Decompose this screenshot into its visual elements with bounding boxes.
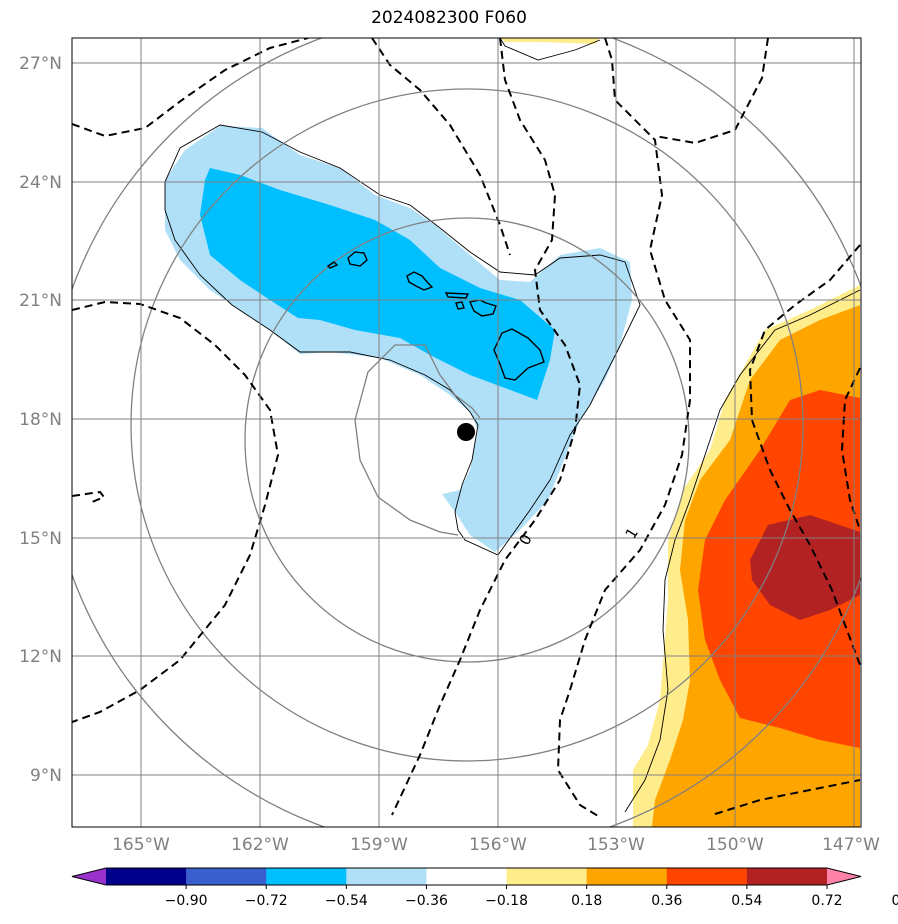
negative-anomaly-medium-fill (200, 168, 555, 400)
colorbar-tick-label: −0.72 (245, 893, 288, 909)
dashed-contour-northwest (72, 38, 309, 138)
lon-label: 165°W (112, 835, 170, 855)
island-oahu (406, 271, 434, 291)
island-niihau (326, 261, 339, 269)
colorbar-segment (426, 868, 508, 885)
positive-anomaly-dark-red-fill (750, 515, 860, 620)
lon-label: 159°W (350, 835, 408, 855)
colorbar-tick-label: 0.54 (731, 893, 762, 909)
colorbar-tick-label: 0.36 (651, 893, 682, 909)
pressure-contour-2 (244, 217, 690, 663)
colorbar-tick-label: −0.54 (325, 893, 368, 909)
colorbar-segment (186, 868, 267, 885)
lat-label: 12°N (19, 647, 62, 667)
storm-center-marker (457, 423, 475, 441)
lat-label: 27°N (19, 54, 62, 74)
lat-label: 18°N (19, 410, 62, 430)
colorbar-tick-label: 0.18 (571, 893, 602, 909)
dashed-contour-north (371, 38, 511, 256)
colorbar-segment (506, 868, 588, 885)
colorbar: −0.90 −0.72 −0.54 −0.36 −0.18 0.18 0.36 0.54 0.7… (71, 867, 898, 909)
island-lanai (455, 301, 465, 310)
dashed-contour-southeast (714, 779, 861, 815)
colorbar-tick-label: 0.90 (892, 893, 898, 909)
island-kauai (347, 251, 368, 267)
contour-label-one: 1 (622, 525, 642, 543)
pressure-contour-3 (130, 88, 804, 762)
pressure-contour-inner (354, 344, 481, 536)
lon-label: 147°W (822, 835, 880, 855)
colorbar-segment (666, 868, 748, 885)
lon-label: 150°W (706, 835, 764, 855)
colorbar-extend-high (827, 868, 861, 885)
lon-axis: 165°W 162°W 159°W 156°W 153°W 150°W 147°… (112, 835, 880, 855)
island-molokai (444, 292, 470, 299)
dashed-contour-west (72, 300, 280, 723)
lon-label: 153°W (587, 835, 645, 855)
dashed-contours (72, 38, 861, 817)
positive-anomaly-light-fill-top (500, 38, 600, 44)
anomaly-outline-contour-east (624, 289, 861, 813)
colorbar-tick-label: −0.90 (165, 893, 208, 909)
colorbar-extend-low (72, 868, 106, 885)
lon-label: 162°W (231, 835, 289, 855)
lat-label: 24°N (19, 173, 62, 193)
anomaly-outline-contour-north (499, 38, 601, 61)
dashed-contour-far-west (72, 490, 106, 503)
colorbar-segment (346, 868, 427, 885)
dashed-contour-northeast (654, 38, 769, 145)
pressure-contours (72, 38, 861, 827)
colorbar-tick-label: −0.18 (485, 893, 528, 909)
graticule (72, 38, 861, 827)
colorbar-segment (106, 868, 187, 885)
colorbar-segment (586, 868, 668, 885)
lat-label: 21°N (19, 291, 62, 311)
dashed-contour-one (556, 38, 691, 817)
map-plot-area: 0 1 (72, 38, 861, 827)
dashed-contour-east-2 (840, 367, 861, 531)
map-title: 2024082300 F060 (371, 8, 527, 28)
colorbar-segment (266, 868, 347, 885)
lat-label: 15°N (19, 529, 62, 549)
colorbar-segment (746, 868, 828, 885)
lat-label: 9°N (30, 766, 62, 786)
colorbar-tick-label: −0.36 (405, 893, 448, 909)
colorbar-tick-label: 0.72 (811, 893, 842, 909)
colorbar-outline (71, 867, 862, 886)
dashed-contour-zero (391, 38, 582, 816)
lat-axis: 27°N 24°N 21°N 18°N 15°N 12°N 9°N (19, 54, 62, 786)
map-frame (71, 37, 862, 828)
lon-label: 156°W (469, 835, 527, 855)
